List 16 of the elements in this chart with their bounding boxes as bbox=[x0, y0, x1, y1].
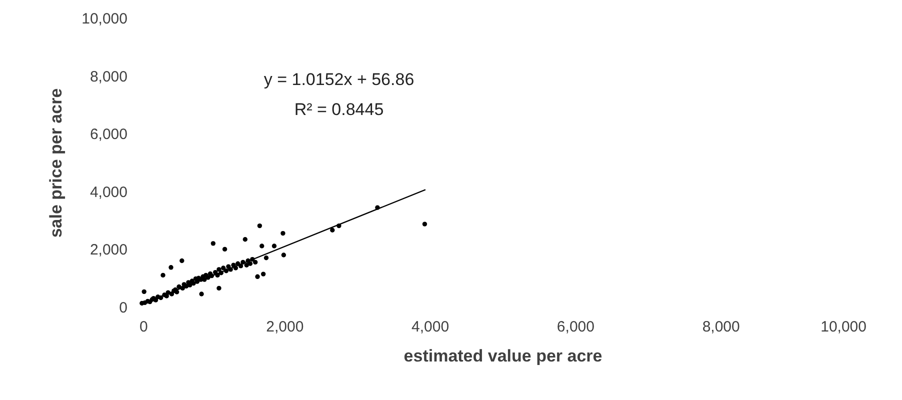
x-tick-label: 8,000 bbox=[702, 318, 740, 336]
x-tick-label: 6,000 bbox=[556, 318, 594, 336]
y-axis-title: sale price per acre bbox=[46, 88, 66, 238]
y-tick-label: 6,000 bbox=[90, 126, 128, 144]
x-axis-title: estimated value per acre bbox=[404, 346, 602, 366]
x-tick-label: 0 bbox=[140, 318, 148, 336]
x-tick-label: 4,000 bbox=[412, 318, 450, 336]
x-tick-label: 2,000 bbox=[266, 318, 304, 336]
y-tick-label: 10,000 bbox=[82, 10, 128, 28]
annotation: R² = 0.8445 bbox=[294, 100, 384, 119]
y-tick-label: 0 bbox=[119, 300, 128, 316]
annotation: y = 1.0152x + 56.86 bbox=[264, 70, 414, 89]
y-tick-label: 4,000 bbox=[90, 184, 128, 201]
y-tick-label: 2,000 bbox=[90, 242, 128, 259]
x-tick-label: 10,000 bbox=[820, 318, 866, 336]
y-tick-label: 8,000 bbox=[90, 68, 128, 86]
